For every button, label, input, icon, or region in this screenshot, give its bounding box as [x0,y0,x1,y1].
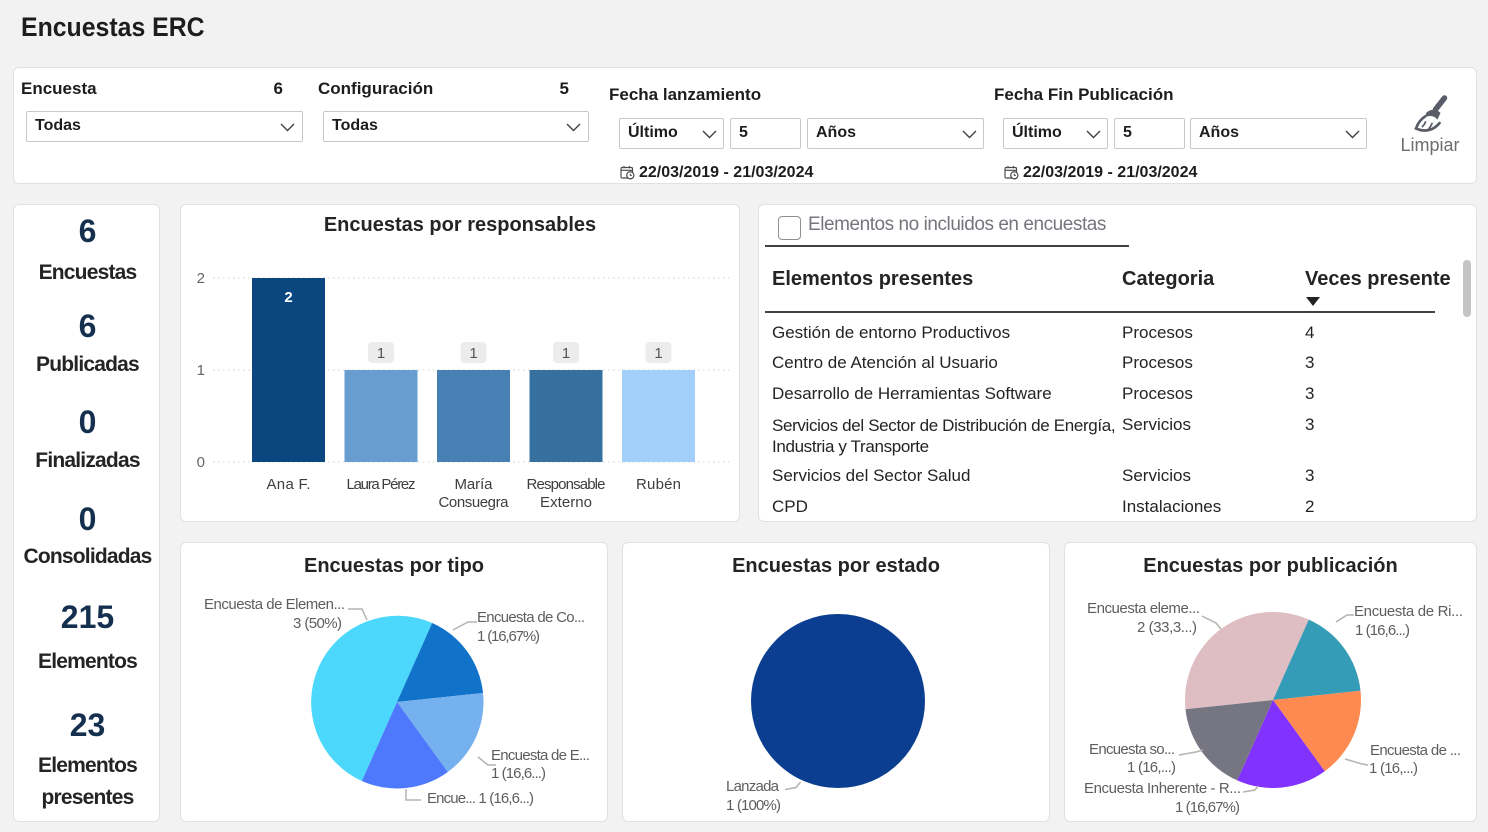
svg-text:1 (16,...): 1 (16,...) [1369,760,1418,777]
svg-text:1 (100%): 1 (100%) [726,797,781,814]
svg-text:1: 1 [197,362,205,379]
svg-text:Encuesta de Ri...: Encuesta de Ri... [1354,603,1463,620]
svg-text:1 (16,67%): 1 (16,67%) [477,628,540,645]
svg-text:Encuesta de Elemen...: Encuesta de Elemen... [204,596,345,613]
svg-text:2 (33,3...): 2 (33,3...) [1137,619,1197,636]
svg-text:Encuesta Inherente - R...: Encuesta Inherente - R... [1084,780,1241,797]
svg-text:Consuegra: Consuegra [439,494,510,511]
svg-text:Lanzada: Lanzada [726,778,780,795]
svg-text:Encue... 1 (16,6...): Encue... 1 (16,6...) [427,790,534,807]
svg-text:0: 0 [197,454,205,471]
svg-text:Rubén: Rubén [636,476,681,493]
svg-text:Encuesta de Co...: Encuesta de Co... [477,609,585,626]
svg-text:Encuesta so...: Encuesta so... [1089,741,1175,758]
svg-text:1 (16,6...): 1 (16,6...) [1355,622,1410,639]
svg-text:2: 2 [284,289,292,306]
svg-text:1: 1 [562,345,570,362]
svg-text:1 (16,...): 1 (16,...) [1127,759,1176,776]
svg-text:Responsable: Responsable [527,476,606,493]
svg-text:2: 2 [197,270,205,287]
svg-text:1 (16,6...): 1 (16,6...) [491,765,546,782]
svg-text:María: María [455,476,494,493]
svg-text:1 (16,67%): 1 (16,67%) [1175,799,1240,816]
svg-text:3 (50%): 3 (50%) [293,615,342,632]
svg-text:Encuesta de ...: Encuesta de ... [1370,742,1461,759]
svg-text:1: 1 [377,345,385,362]
svg-text:1: 1 [469,345,477,362]
svg-text:Ana F.: Ana F. [267,476,311,493]
svg-text:1: 1 [654,345,662,362]
svg-text:Encuesta de E...: Encuesta de E... [491,747,590,764]
svg-text:Encuesta eleme...: Encuesta eleme... [1087,600,1200,617]
svg-text:Laura Pérez: Laura Pérez [347,476,416,493]
svg-text:Externo: Externo [540,494,592,511]
